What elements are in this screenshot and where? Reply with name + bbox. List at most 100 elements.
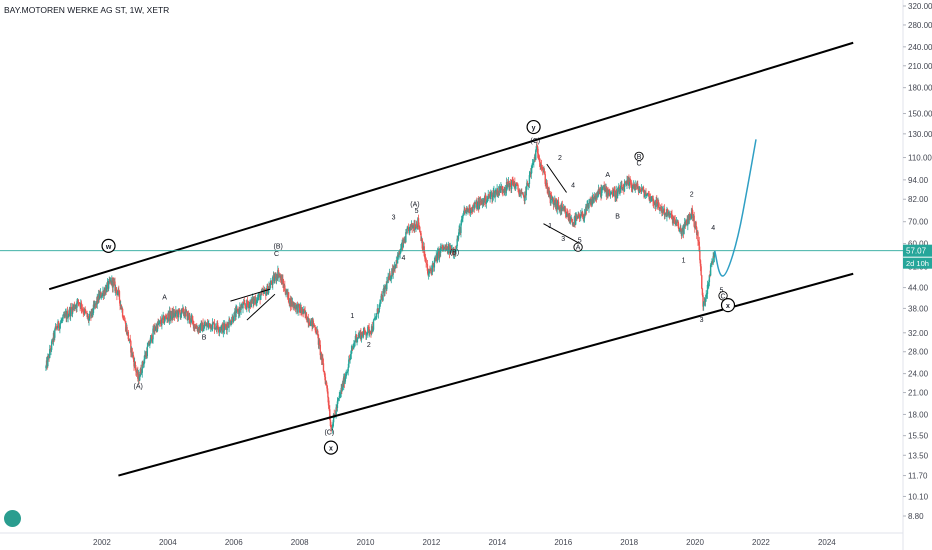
y-tick-label-8: 94.00 [908, 176, 929, 185]
candle-body-296 [232, 320, 235, 322]
candle-body-947 [645, 192, 647, 196]
candle-body-30 [64, 314, 66, 317]
candle-body-9 [50, 341, 53, 350]
candle-body-827 [569, 213, 571, 221]
candle-body-538 [386, 281, 388, 290]
candle-body-209 [177, 309, 180, 318]
candle-body-1037 [702, 295, 704, 307]
candle-body-190 [165, 316, 168, 319]
candle-body-561 [400, 246, 403, 249]
candle-body-828 [569, 220, 572, 221]
candle-body-799 [551, 199, 553, 200]
candle-body-315 [244, 305, 247, 307]
candle-body-1035 [701, 275, 703, 289]
candle-body-478 [348, 359, 350, 368]
y-tick-label-22: 11.70 [908, 472, 928, 481]
candle-body-109 [114, 281, 116, 292]
candle-body-160 [146, 346, 149, 357]
wave-label-21: 5 [578, 237, 582, 244]
candle-body-519 [374, 317, 376, 320]
candle-body-68 [88, 318, 90, 321]
candle-body-475 [346, 371, 348, 374]
candle-body-446 [327, 397, 330, 406]
candle-body-728 [506, 181, 508, 187]
wave-label-18: 4 [571, 183, 575, 190]
candle-body-736 [511, 179, 514, 182]
candle-body-49 [76, 301, 78, 308]
candle-body-1048 [709, 275, 711, 277]
candle-body-426 [315, 330, 317, 332]
candle-body-906 [619, 188, 621, 194]
candle-body-178 [158, 323, 160, 325]
candle-body-516 [372, 329, 374, 332]
candle-body-15 [54, 326, 57, 330]
candle-body-449 [329, 419, 332, 427]
candle-body-578 [411, 223, 413, 229]
tradingview-logo-icon [4, 510, 21, 527]
candle-body-788 [544, 174, 546, 184]
candle-body-348 [265, 292, 268, 296]
candle-body-35 [67, 315, 69, 319]
candle-body-58 [81, 309, 84, 310]
candle-body-661 [464, 209, 466, 212]
candle-body-445 [327, 391, 329, 398]
candle-body-168 [151, 339, 154, 342]
candle-body-847 [581, 212, 584, 218]
candle-body-995 [675, 221, 678, 224]
candle-body-126 [125, 321, 127, 332]
candle-body-614 [434, 258, 436, 261]
trend-line-1 [246, 293, 276, 321]
candle-body-214 [180, 308, 183, 315]
candle-body-111 [115, 287, 117, 291]
candle-body-117 [119, 299, 121, 306]
wave-label-2: A [162, 294, 167, 301]
candle-body-283 [224, 324, 226, 326]
candle-body-69 [88, 313, 91, 319]
candle-body-495 [358, 334, 361, 337]
candle-body-121 [121, 308, 124, 317]
candle-body-512 [369, 331, 372, 334]
candle-body-368 [278, 275, 280, 278]
candle-body-164 [149, 343, 151, 346]
candle-body-173 [154, 329, 157, 331]
wave-label-28: 4 [711, 225, 715, 232]
candle-body-1031 [698, 241, 700, 252]
candle-body-779 [538, 159, 541, 163]
candle-body-767 [531, 165, 533, 169]
candle-body-505 [365, 332, 367, 336]
candle-body-770 [533, 159, 535, 163]
candle-body-151 [140, 372, 143, 374]
candle-body-358 [272, 276, 274, 285]
candle-body-589 [418, 225, 420, 227]
wave-label-17: 2 [558, 155, 562, 162]
candle-body-753 [522, 192, 524, 196]
last-price-tag [903, 244, 932, 257]
candle-body-741 [514, 186, 517, 188]
wave-circle-33 [720, 298, 736, 313]
candle-body-938 [639, 189, 642, 191]
wave-circle-15 [526, 119, 541, 135]
wave-label-1: (A) [134, 384, 143, 391]
x-tick-label-2: 2006 [225, 538, 243, 547]
candle-body-313 [243, 302, 245, 304]
candle-body-1050 [710, 263, 712, 265]
candle-body-670 [469, 212, 472, 214]
candle-body-187 [163, 320, 166, 324]
candle-body-902 [616, 191, 619, 199]
y-tick-label-10: 70.00 [908, 218, 929, 227]
candle-body-314 [244, 303, 246, 306]
x-tick-label-7: 2016 [554, 538, 572, 547]
candle-body-290 [228, 319, 231, 321]
trend-line-0 [230, 288, 271, 302]
candle-body-77 [94, 303, 96, 307]
candle-body-176 [156, 322, 159, 332]
candle-body-894 [611, 191, 614, 196]
candle-body-293 [230, 320, 233, 324]
candle-body-354 [269, 284, 271, 289]
candle-body-583 [414, 228, 417, 230]
trend-line-2 [546, 163, 567, 193]
y-tick-label-19: 18.00 [908, 410, 929, 419]
candle-body-658 [462, 215, 464, 219]
candle-body-484 [351, 347, 354, 349]
